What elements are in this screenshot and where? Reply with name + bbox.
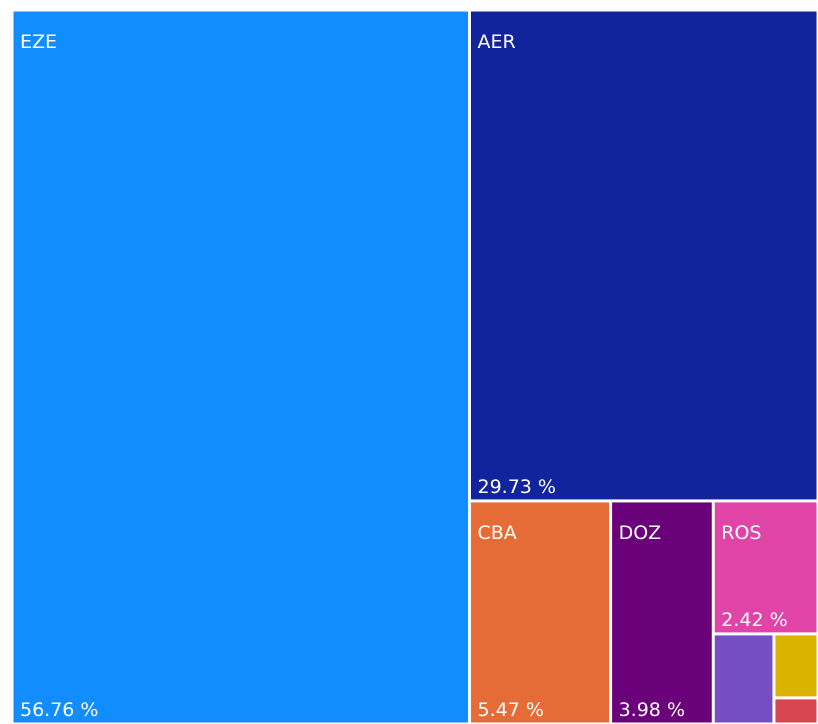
tile-label: CBA bbox=[477, 522, 516, 544]
tile bbox=[470, 11, 817, 500]
tile bbox=[470, 502, 610, 723]
tile bbox=[775, 635, 817, 697]
tile-label: EZE bbox=[20, 31, 57, 53]
tile bbox=[612, 502, 712, 723]
tile-label: AER bbox=[477, 31, 515, 53]
tile-value-label: 5.47 % bbox=[477, 699, 543, 721]
tile-value-label: 2.42 % bbox=[721, 609, 787, 631]
tile bbox=[714, 502, 817, 633]
tile-label: ROS bbox=[721, 522, 761, 544]
tile-label: DOZ bbox=[619, 522, 662, 544]
tile-value-label: 56.76 % bbox=[20, 699, 99, 721]
tile-value-label: 3.98 % bbox=[619, 699, 685, 721]
tile bbox=[775, 699, 817, 723]
tile-value-label: 29.73 % bbox=[477, 476, 556, 498]
tile bbox=[714, 635, 773, 723]
tile bbox=[13, 11, 468, 723]
